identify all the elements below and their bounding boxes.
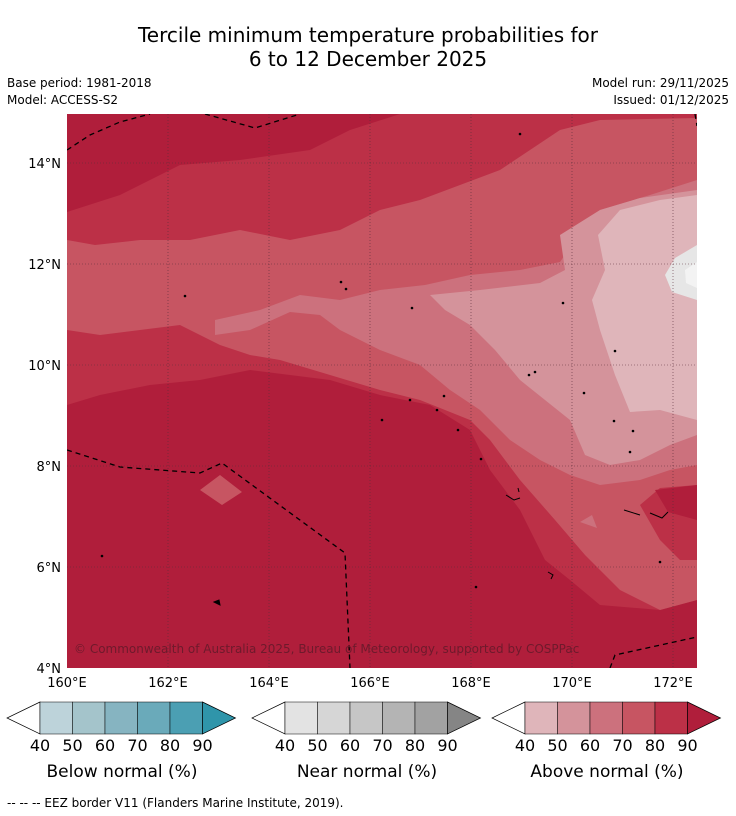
colorbar-segment bbox=[39, 701, 73, 735]
colorbar-extend-low bbox=[251, 701, 286, 735]
above-normal-title: Above normal (%) bbox=[530, 762, 684, 782]
colorbar-extend-low bbox=[491, 701, 526, 735]
colorbar-segment bbox=[589, 701, 623, 735]
lon-label: 162°E bbox=[148, 676, 188, 691]
lon-labels: 160°E 162°E 164°E 166°E 168°E 170°E 172°… bbox=[47, 676, 693, 691]
contour-white bbox=[685, 262, 697, 288]
contour-90-right bbox=[655, 485, 697, 520]
above-colorbar: 40 50 60 70 80 90 bbox=[491, 701, 722, 755]
colorbar-extend-high bbox=[202, 701, 237, 735]
lon-label: 160°E bbox=[47, 676, 87, 691]
colorbar-tick-label: 90 bbox=[677, 736, 697, 755]
lat-label: 10°N bbox=[28, 359, 61, 374]
colorbar-segment bbox=[137, 701, 171, 735]
colorbar-segment bbox=[317, 701, 351, 735]
lon-label: 164°E bbox=[249, 676, 289, 691]
issued-date: Issued: 01/12/2025 bbox=[613, 93, 729, 107]
lat-labels: 14°N 12°N 10°N 8°N 6°N 4°N bbox=[28, 157, 61, 677]
lon-label: 170°E bbox=[552, 676, 592, 691]
colorbar-extend-low bbox=[6, 701, 41, 735]
base-period: Base period: 1981-2018 bbox=[7, 76, 152, 90]
colorbar-tick-label: 80 bbox=[405, 736, 425, 755]
eez-borders bbox=[67, 114, 697, 668]
colorbar-segment bbox=[524, 701, 558, 735]
colorbar-tick-label: 50 bbox=[62, 736, 82, 755]
colorbar-tick-label: 60 bbox=[580, 736, 600, 755]
colorbars: 40 50 60 70 80 90 40 50 60 70 80 90 40 50 60 70 80 90 bbox=[6, 701, 722, 755]
colorbar-tick-label: 90 bbox=[437, 736, 457, 755]
model-run: Model run: 29/11/2025 bbox=[591, 76, 729, 90]
colorbar-segment bbox=[349, 701, 383, 735]
colorbar-segment bbox=[654, 701, 688, 735]
page-title-line2: 6 to 12 December 2025 bbox=[248, 47, 488, 71]
lat-label: 12°N bbox=[28, 258, 61, 273]
colorbar-tick-label: 50 bbox=[307, 736, 327, 755]
lon-label: 172°E bbox=[653, 676, 693, 691]
lat-label: 4°N bbox=[37, 662, 62, 677]
colorbar-tick-label: 70 bbox=[612, 736, 632, 755]
colorbar-tick-label: 50 bbox=[547, 736, 567, 755]
colorbar-segment bbox=[414, 701, 448, 735]
grid-lines bbox=[67, 114, 697, 668]
colorbar-segment bbox=[104, 701, 138, 735]
colorbar-extend-high bbox=[447, 701, 482, 735]
colorbar-segment bbox=[169, 701, 203, 735]
lon-label: 168°E bbox=[451, 676, 491, 691]
copyright-text: © Commonwealth of Australia 2025, Bureau… bbox=[74, 642, 579, 656]
colorbar-tick-label: 70 bbox=[372, 736, 392, 755]
contour-40 bbox=[592, 195, 697, 420]
contour-70-spot2 bbox=[580, 515, 597, 528]
page-title-line1: Tercile minimum temperature probabilitie… bbox=[137, 23, 599, 47]
contour-70 bbox=[67, 118, 697, 610]
lon-label: 166°E bbox=[350, 676, 390, 691]
below-normal-title: Below normal (%) bbox=[46, 762, 198, 782]
contour-40-small bbox=[665, 245, 697, 300]
colorbar-tick-label: 70 bbox=[127, 736, 147, 755]
eez-footnote: -- -- -- EEZ border V11 (Flanders Marine… bbox=[7, 796, 344, 810]
below-colorbar: 40 50 60 70 80 90 bbox=[6, 701, 237, 755]
map-contours bbox=[67, 114, 697, 668]
colorbar-segment bbox=[72, 701, 106, 735]
probability-map: © Commonwealth of Australia 2025, Bureau… bbox=[6, 114, 722, 755]
near-normal-title: Near normal (%) bbox=[296, 762, 438, 782]
colorbar-tick-label: 40 bbox=[30, 736, 50, 755]
contour-70-spot bbox=[200, 475, 242, 505]
colorbar-segment bbox=[622, 701, 656, 735]
colorbar-tick-label: 40 bbox=[275, 736, 295, 755]
model-name: Model: ACCESS-S2 bbox=[7, 93, 119, 107]
colorbar-segment bbox=[557, 701, 591, 735]
lat-label: 14°N bbox=[28, 157, 61, 172]
lat-label: 6°N bbox=[37, 561, 62, 576]
near-colorbar: 40 50 60 70 80 90 bbox=[251, 701, 482, 755]
islands bbox=[100, 132, 669, 606]
colorbar-tick-label: 90 bbox=[192, 736, 212, 755]
colorbar-segment bbox=[284, 701, 318, 735]
lat-label: 8°N bbox=[37, 460, 62, 475]
colorbar-tick-label: 40 bbox=[515, 736, 535, 755]
colorbar-tick-label: 60 bbox=[340, 736, 360, 755]
colorbar-tick-label: 80 bbox=[645, 736, 665, 755]
colorbar-tick-label: 80 bbox=[160, 736, 180, 755]
colorbar-tick-label: 60 bbox=[95, 736, 115, 755]
colorbar-segment bbox=[382, 701, 416, 735]
colorbar-extend-high bbox=[687, 701, 722, 735]
